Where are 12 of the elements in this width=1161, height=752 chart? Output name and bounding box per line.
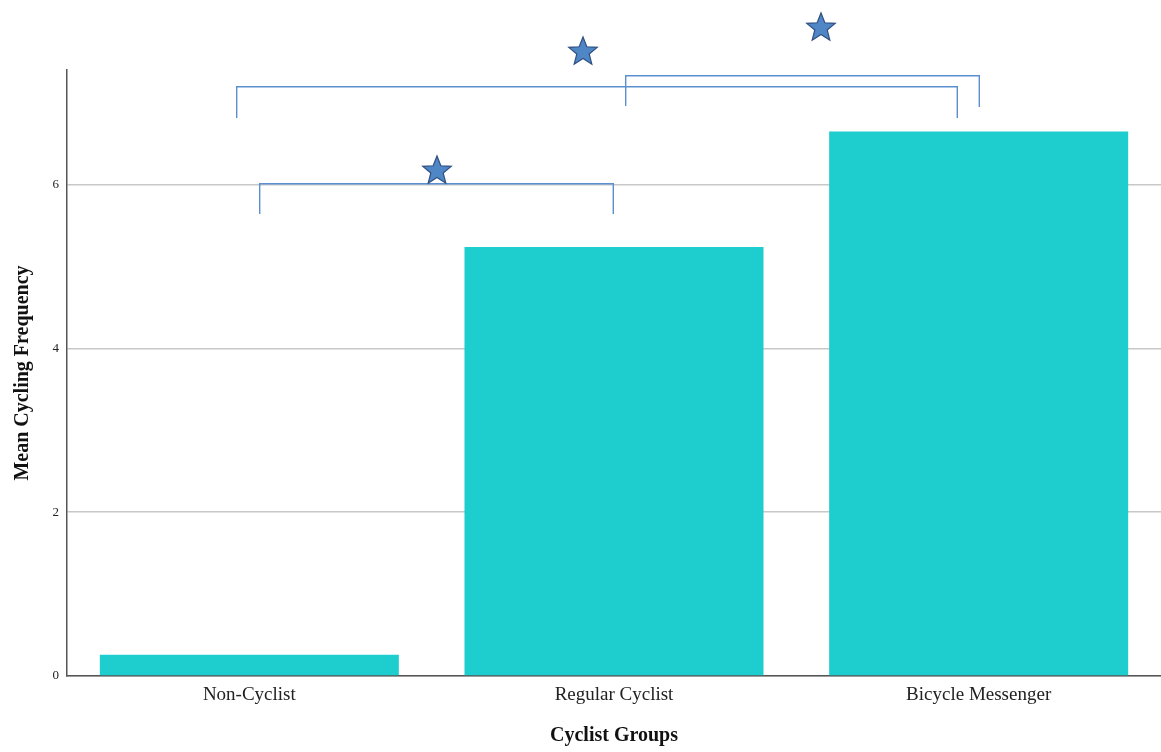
bar (464, 246, 764, 676)
y-axis-title: Mean Cycling Frequency (10, 265, 34, 481)
x-tick-label: Regular Cyclist (554, 683, 675, 705)
x-tick-label: Non-Cyclist (202, 683, 297, 705)
bar (99, 654, 399, 676)
x-tick-label: Bicycle Messenger (906, 683, 1052, 705)
y-tick-label: 4 (52, 339, 60, 355)
bar (829, 131, 1129, 676)
y-tick-label: 2 (52, 503, 59, 519)
y-tick-label: 0 (52, 667, 59, 683)
x-axis-title: Cyclist Groups (550, 723, 679, 747)
y-tick-label: 6 (52, 176, 60, 192)
